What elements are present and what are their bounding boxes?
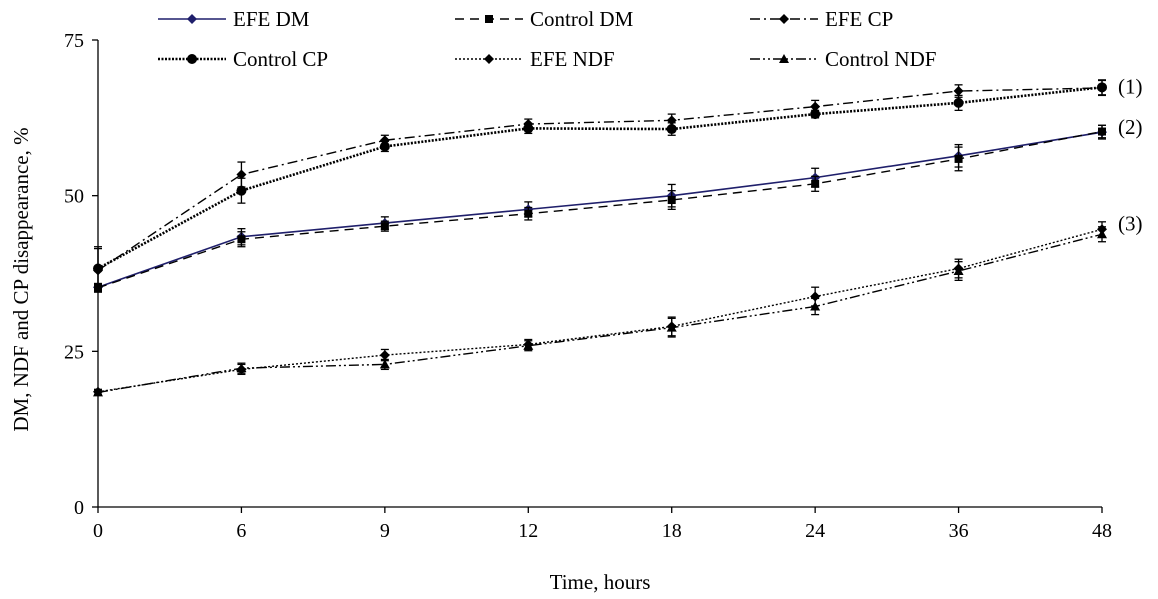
data-point (810, 109, 821, 120)
y-tick-label: 25 (64, 341, 84, 363)
x-tick-label: 48 (1092, 520, 1112, 542)
legend-swatch-marker (484, 54, 494, 64)
data-point (236, 169, 247, 180)
y-ticks: 0 25 50 75 (64, 30, 98, 519)
data-point (237, 235, 246, 244)
data-point (953, 266, 964, 276)
y-axis-title: DM, NDF and CP disappearance, % (9, 127, 33, 431)
series-line (97, 233, 1103, 394)
x-tick-label: 0 (93, 520, 103, 542)
data-point (954, 154, 963, 163)
legend-swatch-marker (187, 54, 197, 64)
legend-label: EFE DM (233, 7, 310, 31)
legend-item: Control CP (158, 47, 328, 71)
data-point (1097, 82, 1107, 93)
data-point (810, 301, 821, 311)
x-tick-label: 18 (662, 520, 682, 542)
y-tick-label: 75 (64, 30, 84, 52)
data-point (666, 322, 677, 332)
x-tick-label: 24 (805, 520, 825, 542)
data-point (953, 97, 964, 108)
data-point (667, 196, 676, 205)
data-point (666, 124, 677, 135)
series-efe-cp (93, 79, 1107, 293)
data-point (93, 263, 103, 274)
annotations: (1) (2) (3) (1118, 75, 1143, 236)
data-point (810, 101, 821, 112)
data-point (379, 350, 390, 361)
curve-annotation: (3) (1118, 212, 1143, 236)
legend-label: EFE NDF (530, 47, 615, 71)
legend-item: EFE NDF (455, 47, 615, 71)
x-axis-title: Time, hours (550, 570, 651, 594)
legend-swatch-marker (779, 54, 789, 63)
legend-label: Control CP (233, 47, 328, 71)
data-point (1097, 229, 1107, 239)
data-point (379, 359, 390, 369)
legend-item: Control DM (455, 7, 634, 31)
legend: EFE DM Control DM EFE CP Control CP EFE NDF C… (158, 7, 936, 71)
series-control-ndf (93, 226, 1107, 397)
data-point (523, 340, 534, 350)
data-point (524, 209, 533, 218)
data-point (953, 86, 964, 97)
data-point (236, 363, 247, 373)
series-line (97, 130, 1103, 289)
data-point (380, 222, 389, 231)
legend-swatch-marker (187, 14, 197, 24)
data-point (811, 179, 820, 188)
series-line (97, 131, 1103, 288)
data-point (379, 141, 390, 152)
data-point (93, 387, 103, 397)
x-tick-label: 6 (236, 520, 246, 542)
curve-annotation: (1) (1118, 75, 1143, 99)
series-efe-dm (93, 124, 1107, 293)
legend-item: Control NDF (750, 47, 936, 71)
legend-swatch-marker (485, 15, 493, 23)
series-control-dm (94, 124, 1106, 293)
legend-item: EFE CP (750, 7, 893, 31)
series-group (93, 79, 1107, 397)
data-point (1098, 127, 1106, 136)
curve-annotation: (2) (1118, 115, 1143, 139)
legend-item: EFE DM (158, 7, 310, 31)
legend-label: Control DM (530, 7, 634, 31)
y-tick-label: 0 (74, 497, 84, 519)
x-ticks: 0 6 9 12 18 24 36 48 (93, 507, 1112, 542)
series-line (97, 87, 1103, 271)
legend-label: Control NDF (825, 47, 936, 71)
data-point (523, 123, 534, 134)
x-tick-label: 9 (380, 520, 390, 542)
legend-label: EFE CP (825, 7, 893, 31)
x-tick-label: 36 (949, 520, 969, 542)
data-point (236, 185, 247, 196)
series-line (97, 86, 1103, 270)
series-control-cp (93, 79, 1107, 291)
y-tick-label: 50 (64, 186, 84, 208)
axes (97, 40, 1102, 508)
legend-swatch-marker (779, 14, 789, 24)
x-tick-label: 12 (518, 520, 538, 542)
